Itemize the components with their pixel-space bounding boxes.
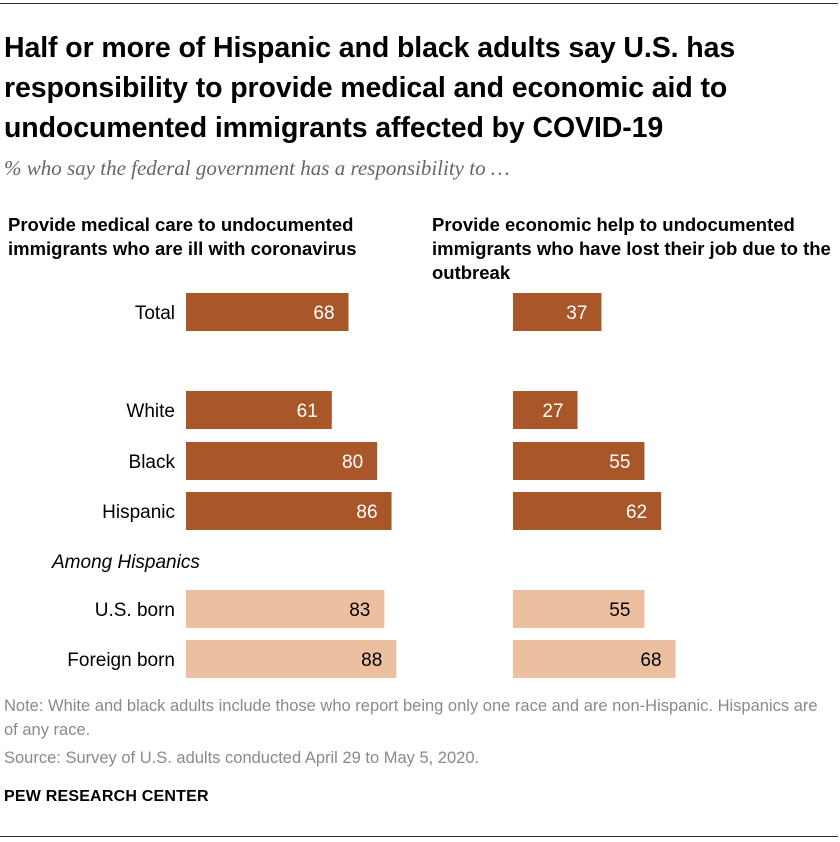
- pew-research-center-logo: PEW RESEARCH CENTER: [4, 788, 209, 805]
- chart-subtitle: % who say the federal government has a r…: [4, 156, 510, 180]
- panel-title-medical-care: Provide medical care to undocumented imm…: [8, 214, 357, 259]
- category-label-hispanic: Hispanic: [102, 502, 175, 523]
- data-label-economic-black: 55: [609, 452, 630, 473]
- data-label-economic-total: 37: [566, 303, 587, 324]
- panel-title-economic-help: Provide economic help to undocumented im…: [432, 214, 831, 283]
- data-label-economic-foreign-born: 68: [640, 650, 661, 671]
- bar-medical-hispanic: [186, 492, 392, 530]
- group-label-among-hispanics: Among Hispanics: [51, 552, 200, 573]
- data-label-medical-u-s-born: 83: [349, 600, 370, 621]
- bar-medical-u-s-born: [186, 590, 385, 628]
- data-label-medical-foreign-born: 88: [361, 650, 382, 671]
- category-label-white: White: [126, 401, 175, 422]
- bar-economic-total: [513, 293, 602, 331]
- bar-medical-black: [186, 442, 378, 480]
- top-rule: [0, 3, 838, 4]
- bar-economic-black: [513, 442, 645, 480]
- bar-medical-total: [186, 293, 349, 331]
- data-label-medical-total: 68: [313, 303, 334, 324]
- bar-economic-foreign-born: [513, 640, 676, 678]
- bar-medical-foreign-born: [186, 640, 397, 678]
- chart-source: Source: Survey of U.S. adults conducted …: [4, 749, 480, 767]
- chart-note: Note: White and black adults include tho…: [4, 697, 818, 739]
- category-label-u-s-born: U.S. born: [95, 600, 175, 621]
- bar-chart: Total White Black Hispanic U.S. born Foreign …: [51, 293, 676, 678]
- bar-medical-white: [186, 391, 332, 429]
- bar-economic-u-s-born: [513, 590, 645, 628]
- category-label-total: Total: [135, 303, 175, 324]
- data-label-medical-black: 80: [342, 452, 363, 473]
- bottom-rule: [0, 836, 838, 837]
- category-label-foreign-born: Foreign born: [67, 650, 175, 671]
- data-label-medical-hispanic: 86: [356, 502, 377, 523]
- bar-economic-white: [513, 391, 578, 429]
- data-label-economic-u-s-born: 55: [609, 600, 630, 621]
- category-label-black: Black: [129, 452, 176, 473]
- data-label-economic-white: 27: [542, 401, 563, 422]
- data-label-medical-white: 61: [297, 401, 318, 422]
- chart-title: Half or more of Hispanic and black adult…: [4, 32, 736, 144]
- data-label-economic-hispanic: 62: [626, 502, 647, 523]
- bar-economic-hispanic: [513, 492, 662, 530]
